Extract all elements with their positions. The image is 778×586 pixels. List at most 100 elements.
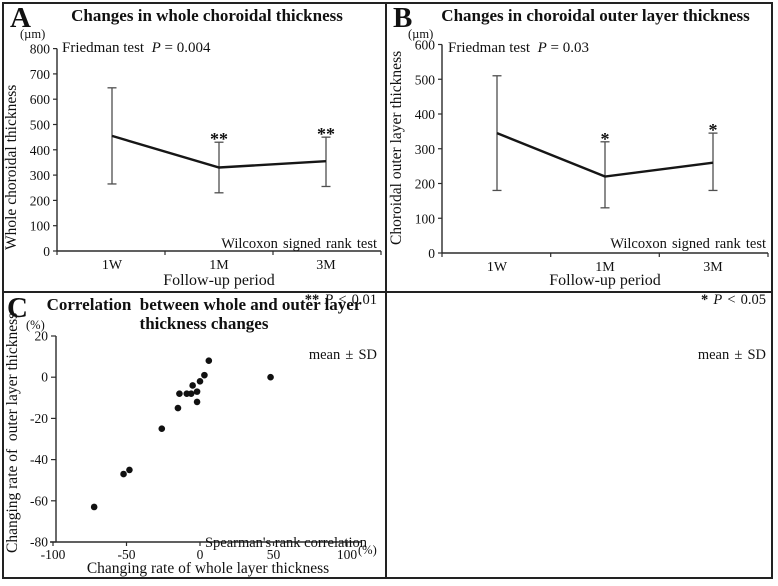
- y-tick-label: 600: [415, 38, 436, 53]
- panel-c-letter: C: [7, 292, 28, 324]
- panel-c-x-unit: (%): [358, 543, 377, 557]
- panel-a: 0 100 200 300 400 500 600 700 800 1W 1M 3M ** ** A Ch…: [2, 2, 386, 363]
- data-point: [126, 466, 133, 474]
- data-point: [193, 388, 201, 395]
- y-tick-label: -80: [30, 535, 48, 550]
- sig-marker: *: [709, 120, 718, 140]
- y-tick-label: 200: [415, 177, 436, 192]
- panel-c-y-unit: (%): [26, 318, 45, 332]
- panel-b-chart: 0 100 200 300 400 500 600 1W 1M 3M * *: [415, 38, 769, 275]
- x-category-label: 1M: [595, 260, 615, 275]
- x-category-label: 3M: [316, 258, 336, 273]
- x-tick-label: -50: [118, 547, 136, 562]
- panel-b-y-axis-title: Choroidal outer layer thickness: [388, 50, 405, 246]
- y-tick-label: -60: [30, 493, 48, 508]
- panel-c-x-axis-title: Changing rate of whole layer thickness: [86, 560, 330, 577]
- test-value: = 0.03: [546, 40, 589, 56]
- x-category-label: 1M: [209, 258, 229, 273]
- x-tick-label: 0: [197, 547, 204, 562]
- y-tick-label: 100: [30, 219, 51, 234]
- sig-legend: mean ± SD: [308, 347, 377, 363]
- data-point: [158, 425, 166, 432]
- panel-c-correlation-note: Spearman's rank correlation R = 0.9312, …: [205, 500, 367, 586]
- sig-marker: *: [601, 129, 610, 149]
- sig-marker: *: [700, 291, 714, 308]
- data-point: [201, 371, 208, 379]
- data-point: [120, 470, 127, 478]
- sig-threshold: * P < 0.05: [610, 291, 766, 310]
- sig-threshold: ** P < 0.01: [221, 291, 377, 310]
- test-stat: P: [537, 40, 547, 56]
- y-tick-label: 400: [30, 143, 51, 158]
- test-name: Friedman test: [62, 40, 152, 56]
- panel-c-y-axis-title: Changing rate of outer layer thickness: [4, 312, 21, 554]
- y-tick-label: 500: [30, 118, 51, 133]
- panel-b-test-note: Friedman test P = 0.03: [448, 40, 589, 57]
- panel-a-letter: A: [10, 2, 31, 34]
- y-tick-label: 0: [428, 246, 435, 261]
- test-name: Friedman test: [448, 40, 538, 56]
- panel-a-y-axis-title: Whole choroidal thickness: [3, 84, 20, 251]
- data-point: [174, 404, 182, 412]
- sig-stat: P: [713, 291, 723, 308]
- y-tick-label: 300: [415, 142, 436, 157]
- y-tick-label: 400: [415, 107, 436, 122]
- panel-c-chart: 20 0 -20 -40 -60 -80-100 -50 0 50 100: [30, 329, 362, 562]
- panel-a-test-note: Friedman test P = 0.004: [62, 40, 210, 57]
- panel-b-x-axis-title: Follow-up period: [549, 272, 661, 289]
- sig-stat: P: [324, 291, 334, 308]
- data-point: [183, 390, 191, 397]
- corr-test-name: Spearman's rank correlation: [204, 535, 367, 551]
- panel-a-chart: 0 100 200 300 400 500 600 700 800 1W 1M 3M ** **: [30, 42, 382, 273]
- y-tick-label: 500: [415, 72, 436, 87]
- data-point: [189, 382, 196, 389]
- x-category-label: 3M: [703, 260, 723, 275]
- data-point: [193, 398, 201, 406]
- panel-a-y-unit: (µm): [20, 27, 46, 41]
- panel-a-sig-note: Wilcoxon signed rank test ** P < 0.01 me…: [221, 198, 377, 402]
- panel-b: 0 100 200 300 400 500 600 1W 1M 3M * * B Changes in…: [386, 2, 773, 363]
- sig-value: < 0.01: [333, 291, 377, 308]
- figure-border: [2, 2, 773, 579]
- data-point: [205, 357, 213, 365]
- panel-c: 20 0 -20 -40 -60 -80 -100 -50 0 50 100 C Correlati…: [2, 292, 386, 579]
- panel-a-title: Changes in whole choroidal thickness: [71, 6, 343, 25]
- sig-test-name: Wilcoxon signed rank test: [221, 236, 377, 252]
- y-tick-label: 800: [30, 42, 51, 57]
- y-tick-label: 600: [30, 92, 51, 107]
- y-tick-label: -20: [30, 411, 48, 426]
- test-stat: P: [151, 40, 161, 56]
- y-tick-label: 20: [35, 329, 49, 344]
- panel-b-sig-note: Wilcoxon signed rank test * P < 0.05 mea…: [610, 198, 766, 402]
- test-value: = 0.004: [160, 40, 211, 56]
- y-tick-label: 200: [30, 193, 51, 208]
- y-tick-label: 0: [43, 244, 50, 259]
- panel-c-title-line2: thickness changes: [139, 314, 269, 333]
- sig-legend: mean ± SD: [697, 347, 766, 363]
- data-line: [111, 134, 327, 169]
- x-category-label: 1W: [102, 258, 123, 273]
- sig-marker: **: [304, 291, 325, 308]
- data-point: [196, 378, 204, 385]
- data-point: [267, 373, 274, 381]
- panel-b-title: Changes in choroidal outer layer thickne…: [441, 6, 750, 25]
- y-tick-label: 700: [30, 67, 51, 82]
- sig-test-name: Wilcoxon signed rank test: [610, 236, 766, 252]
- sig-value: < 0.05: [722, 291, 766, 308]
- y-tick-label: 300: [30, 168, 51, 183]
- panel-a-x-axis-title: Follow-up period: [163, 272, 275, 289]
- panel-c-title-line1: Correlation between whole and outer laye…: [46, 295, 362, 314]
- sig-marker: **: [317, 124, 335, 144]
- x-tick-label: 100: [337, 547, 358, 562]
- x-category-label: 1W: [487, 260, 508, 275]
- y-tick-label: 0: [41, 370, 48, 385]
- x-tick-label: 50: [267, 547, 281, 562]
- data-point: [90, 503, 98, 511]
- panel-b-letter: B: [393, 2, 413, 34]
- sig-marker: **: [210, 129, 228, 149]
- data-line: [496, 131, 714, 178]
- data-point: [176, 390, 183, 397]
- y-tick-label: -40: [30, 452, 48, 467]
- panel-b-y-unit: (µm): [408, 27, 434, 41]
